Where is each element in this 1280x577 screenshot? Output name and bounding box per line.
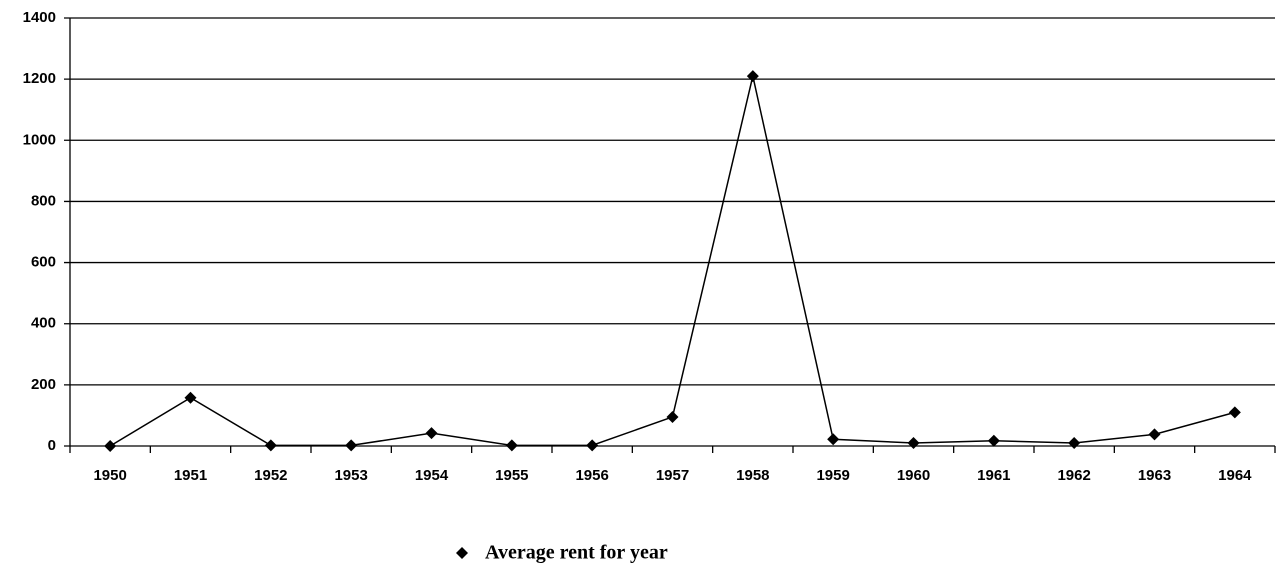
data-point <box>104 440 117 452</box>
data-point <box>345 439 358 452</box>
x-tick-label: 1956 <box>575 467 608 484</box>
x-tick-label: 1961 <box>977 467 1010 484</box>
data-point <box>666 410 679 423</box>
data-point <box>425 427 438 440</box>
y-tick-label: 1200 <box>23 70 56 87</box>
data-point <box>1148 428 1161 441</box>
series-line <box>109 75 1236 447</box>
data-point <box>586 439 599 452</box>
legend-label: Average rent for year <box>485 542 668 564</box>
x-tick-label: 1953 <box>334 467 367 484</box>
x-tick-label: 1957 <box>656 467 689 484</box>
y-tick-label: 0 <box>48 437 56 454</box>
x-tick-label: 1964 <box>1218 467 1252 484</box>
x-tick-label: 1959 <box>816 467 849 484</box>
data-point <box>264 439 277 452</box>
x-tick-label: 1952 <box>254 467 287 484</box>
x-tick-label: 1954 <box>415 467 449 484</box>
x-tick-label: 1951 <box>174 467 207 484</box>
x-tick-label: 1960 <box>897 467 930 484</box>
x-tick-label: 1962 <box>1057 467 1090 484</box>
data-point <box>1068 436 1081 449</box>
y-tick-label: 1000 <box>23 131 56 148</box>
y-tick-label: 600 <box>31 254 56 271</box>
data-point <box>505 439 518 452</box>
x-tick-label: 1958 <box>736 467 769 484</box>
y-tick-label: 800 <box>31 192 56 209</box>
data-point <box>987 434 1000 447</box>
data-point <box>1228 406 1241 419</box>
x-tick-label: 1955 <box>495 467 528 484</box>
x-tick-label: 1963 <box>1138 467 1171 484</box>
data-point <box>746 70 759 83</box>
y-tick-label: 400 <box>31 315 56 332</box>
data-point <box>827 433 840 446</box>
data-point <box>907 436 920 449</box>
y-tick-label: 1400 <box>23 9 56 26</box>
y-tick-label: 200 <box>31 376 56 393</box>
legend-marker <box>456 547 468 559</box>
x-tick-label: 1950 <box>93 467 126 484</box>
data-point <box>184 391 197 404</box>
